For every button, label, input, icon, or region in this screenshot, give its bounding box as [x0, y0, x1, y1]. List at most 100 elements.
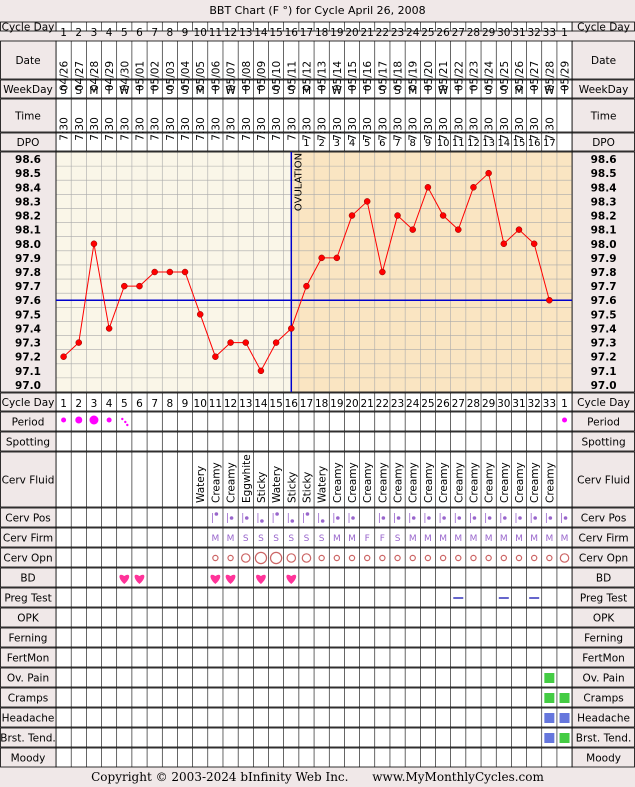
cycle-day-label: 12 [224, 398, 237, 410]
time-label: 7:30 [377, 117, 389, 141]
cycle-day-label: 30 [497, 27, 510, 39]
date-label: 04/27 [74, 61, 86, 91]
row-label-left: OPK [17, 613, 40, 625]
weekday-label: S [485, 85, 492, 97]
date-label: 05/22 [453, 61, 465, 91]
row-label-right: Cycle Day [577, 397, 630, 409]
date-label: 04/29 [104, 61, 116, 91]
cerv-firm-label: S [288, 534, 294, 544]
cerv-pos-mark [503, 516, 507, 520]
y-tick-label-right: 98.5 [591, 168, 617, 180]
cycle-day-label: 18 [315, 27, 328, 39]
time-label: 7:30 [286, 117, 298, 141]
cycle-day-label: 28 [467, 27, 480, 39]
weekday-label: F [364, 85, 370, 97]
weekday-label: W [225, 85, 236, 97]
cerv-opn-mark [318, 554, 325, 562]
cerv-opn-mark [455, 554, 462, 562]
temperature-point [500, 240, 508, 248]
time-label: 7:30 [499, 117, 511, 141]
cerv-fluid-label: Creamy [438, 462, 450, 503]
cerv-firm-label: M [561, 534, 569, 544]
cerv-opn-mark [212, 554, 219, 562]
row-label-right: Cerv Opn [579, 553, 628, 565]
time-label: 7:30 [59, 117, 71, 141]
temperature-point [136, 282, 143, 290]
weekday-label: F [152, 85, 158, 97]
row-label-box [0, 567, 57, 588]
row-label-right: Ov. Pain [582, 673, 624, 685]
y-tick-label-right: 98.2 [591, 211, 617, 223]
cerv-pos-mark [472, 516, 477, 520]
temperature-point [105, 325, 113, 332]
time-label: 7:30 [256, 117, 268, 141]
cerv-opn-mark [470, 554, 477, 562]
row-label-box [0, 647, 57, 668]
cerv-firm-label: S [319, 534, 325, 544]
temperature-point [409, 226, 416, 233]
weekday-label: W [438, 85, 449, 97]
row-label-box [0, 547, 57, 568]
site-link[interactable]: www.MyMonthlyCycles.com [372, 770, 544, 784]
cerv-fluid-label: Creamy [332, 462, 344, 503]
cerv-opn-mark [424, 554, 432, 562]
weekday-label: F [470, 85, 476, 97]
bd-heart [210, 574, 221, 584]
row-label-box [0, 392, 57, 412]
row-label-box [0, 431, 57, 452]
time-label: 7:30 [453, 117, 465, 141]
date-label: 05/26 [514, 61, 526, 92]
dpo-label: 1 [303, 138, 309, 149]
time-label: 7:30 [226, 117, 238, 141]
weekday-label: S [379, 85, 386, 97]
date-label: 05/24 [484, 61, 496, 92]
y-tick-label-right: 98.4 [591, 182, 617, 194]
date-label: 05/20 [423, 61, 435, 91]
row-label-right: Headache [577, 713, 630, 725]
cramps-mark [544, 693, 555, 703]
weekday-label: S [394, 85, 401, 97]
time-label: 7:30 [529, 117, 541, 141]
dpo-label: 3 [334, 138, 340, 149]
cycle-day-label: 17 [300, 27, 313, 39]
cycle-day-label: 8 [167, 398, 174, 410]
cerv-pos-mark [260, 519, 264, 523]
time-label: 7:30 [150, 117, 162, 141]
cerv-opn-mark [394, 554, 401, 562]
temperature-point [546, 296, 553, 304]
row-label-right: DPO [592, 137, 615, 149]
cerv-fluid-label: Creamy [408, 462, 420, 503]
cerv-opn-mark [348, 554, 356, 562]
cerv-firm-label: M [227, 534, 235, 544]
y-tick-label-right: 97.3 [591, 338, 617, 350]
cycle-day-label: 31 [512, 27, 525, 39]
cerv-firm-label: M [439, 534, 447, 544]
row-label-left: Spotting [6, 437, 50, 449]
temperature-point [394, 212, 401, 219]
cerv-fluid-label: Creamy [362, 462, 374, 503]
cycle-day-label: 19 [330, 398, 343, 410]
bd-heart [256, 574, 266, 584]
time-label: 7:30 [195, 117, 207, 141]
cerv-fluid-label: Creamy [226, 462, 238, 503]
dpo-label: 10 [437, 138, 450, 149]
date-label: 05/07 [226, 61, 238, 91]
row-label-left: Date [15, 55, 40, 67]
row-label-right: Ferning [584, 633, 623, 645]
row-label-box [0, 40, 57, 80]
y-tick-label-right: 97.8 [591, 267, 617, 279]
cerv-pos-mark [320, 519, 325, 523]
cycle-day-label: 12 [224, 27, 237, 39]
row-label-right: OPK [593, 613, 616, 625]
cerv-fluid-label: Creamy [514, 462, 526, 503]
y-tick-label: 97.6 [15, 295, 41, 307]
weekday-label: W [332, 85, 343, 97]
date-label: 05/29 [560, 61, 572, 91]
cerv-pos-mark [533, 516, 537, 520]
cerv-opn-mark [485, 554, 492, 562]
date-label: 05/06 [210, 61, 222, 92]
temperature-point [363, 198, 371, 205]
cerv-opn-mark [379, 554, 386, 562]
cerv-opn-mark [227, 554, 234, 562]
temperature-point [90, 240, 98, 248]
